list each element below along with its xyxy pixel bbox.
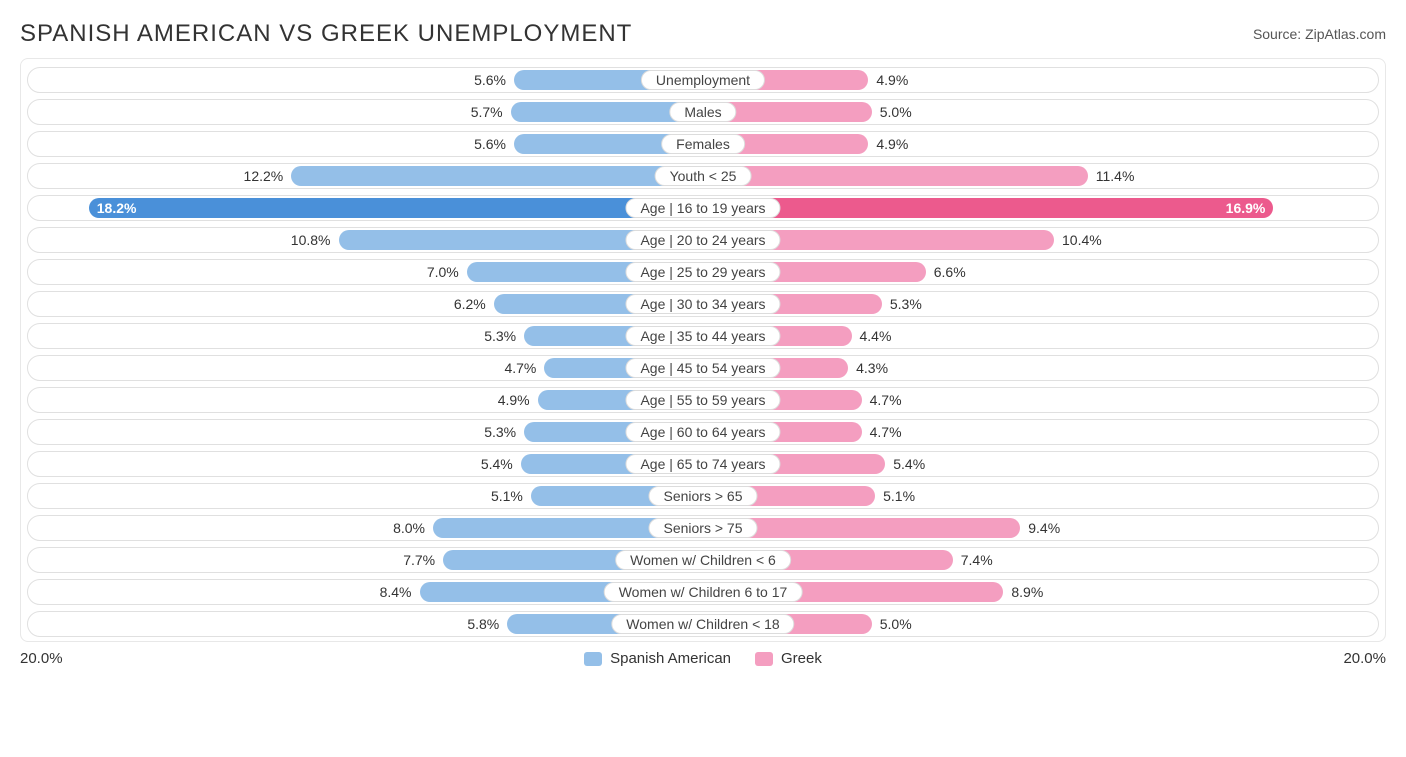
value-right: 5.4% <box>893 456 925 472</box>
chart-row: 5.1% 5.1% Seniors > 65 <box>27 483 1379 509</box>
row-label: Age | 16 to 19 years <box>625 198 780 218</box>
row-label: Age | 25 to 29 years <box>625 262 780 282</box>
value-right: 5.0% <box>880 616 912 632</box>
value-right: 11.4% <box>1096 168 1135 184</box>
row-label: Age | 30 to 34 years <box>625 294 780 314</box>
value-left: 12.2% <box>244 168 284 184</box>
row-label: Age | 20 to 24 years <box>625 230 780 250</box>
value-left: 5.3% <box>484 424 516 440</box>
value-left: 18.2% <box>97 200 137 216</box>
chart-row: 4.7% 4.3% Age | 45 to 54 years <box>27 355 1379 381</box>
source-name: ZipAtlas.com <box>1305 26 1386 42</box>
value-right: 4.9% <box>876 72 908 88</box>
value-left: 8.4% <box>380 584 412 600</box>
value-left: 5.3% <box>484 328 516 344</box>
row-label: Females <box>661 134 745 154</box>
chart-row: 5.8% 5.0% Women w/ Children < 18 <box>27 611 1379 637</box>
row-label: Seniors > 75 <box>649 518 758 538</box>
chart-row: 8.4% 8.9% Women w/ Children 6 to 17 <box>27 579 1379 605</box>
chart-row: 18.2% 16.9% Age | 16 to 19 years <box>27 195 1379 221</box>
legend-swatch-left <box>584 652 602 666</box>
legend-item-right: Greek <box>755 650 822 667</box>
value-left: 4.7% <box>504 360 536 376</box>
chart-rows: 5.6% 4.9% Unemployment 5.7% 5.0% Males 5.6% 4.9… <box>20 58 1386 642</box>
row-label: Youth < 25 <box>655 166 752 186</box>
chart-row: 10.8% 10.4% Age | 20 to 24 years <box>27 227 1379 253</box>
chart-row: 5.7% 5.0% Males <box>27 99 1379 125</box>
value-right: 10.4% <box>1062 232 1102 248</box>
chart-row: 7.0% 6.6% Age | 25 to 29 years <box>27 259 1379 285</box>
legend-item-left: Spanish American <box>584 650 731 667</box>
value-right: 16.9% <box>1226 200 1266 216</box>
value-left: 7.0% <box>427 264 459 280</box>
chart-row: 5.3% 4.7% Age | 60 to 64 years <box>27 419 1379 445</box>
value-left: 6.2% <box>454 296 486 312</box>
chart-title: SPANISH AMERICAN VS GREEK UNEMPLOYMENT <box>20 20 632 48</box>
value-left: 5.4% <box>481 456 513 472</box>
chart-row: 6.2% 5.3% Age | 30 to 34 years <box>27 291 1379 317</box>
chart-row: 12.2% 11.4% Youth < 25 <box>27 163 1379 189</box>
value-right: 5.3% <box>890 296 922 312</box>
row-label: Age | 65 to 74 years <box>625 454 780 474</box>
bar-right: 16.9% <box>703 198 1273 218</box>
chart-row: 4.9% 4.7% Age | 55 to 59 years <box>27 387 1379 413</box>
chart-row: 7.7% 7.4% Women w/ Children < 6 <box>27 547 1379 573</box>
value-right: 4.7% <box>870 424 902 440</box>
value-left: 5.1% <box>491 488 523 504</box>
axis-left-max: 20.0% <box>20 650 63 667</box>
value-left: 10.8% <box>291 232 331 248</box>
chart-source: Source: ZipAtlas.com <box>1253 26 1386 42</box>
chart-row: 5.6% 4.9% Unemployment <box>27 67 1379 93</box>
value-right: 6.6% <box>934 264 966 280</box>
row-label: Age | 45 to 54 years <box>625 358 780 378</box>
chart-row: 5.4% 5.4% Age | 65 to 74 years <box>27 451 1379 477</box>
value-right: 8.9% <box>1011 584 1043 600</box>
row-label: Age | 55 to 59 years <box>625 390 780 410</box>
row-label: Age | 35 to 44 years <box>625 326 780 346</box>
source-label: Source: <box>1253 26 1301 42</box>
value-left: 4.9% <box>498 392 530 408</box>
value-left: 5.7% <box>471 104 503 120</box>
value-right: 4.9% <box>876 136 908 152</box>
value-right: 4.4% <box>860 328 892 344</box>
legend-label-left: Spanish American <box>610 650 731 667</box>
chart-legend: Spanish American Greek <box>584 650 822 667</box>
legend-label-right: Greek <box>781 650 822 667</box>
value-left: 5.6% <box>474 72 506 88</box>
legend-swatch-right <box>755 652 773 666</box>
row-label: Males <box>669 102 736 122</box>
bar-right <box>703 166 1088 186</box>
value-left: 5.6% <box>474 136 506 152</box>
value-right: 7.4% <box>961 552 993 568</box>
value-right: 4.7% <box>870 392 902 408</box>
value-right: 9.4% <box>1028 520 1060 536</box>
value-right: 4.3% <box>856 360 888 376</box>
chart-container: SPANISH AMERICAN VS GREEK UNEMPLOYMENT S… <box>20 20 1386 667</box>
row-label: Seniors > 65 <box>649 486 758 506</box>
value-left: 7.7% <box>403 552 435 568</box>
row-label: Women w/ Children < 6 <box>615 550 791 570</box>
value-left: 5.8% <box>467 616 499 632</box>
chart-row: 5.3% 4.4% Age | 35 to 44 years <box>27 323 1379 349</box>
row-label: Women w/ Children < 18 <box>611 614 794 634</box>
row-label: Unemployment <box>641 70 765 90</box>
value-left: 8.0% <box>393 520 425 536</box>
value-right: 5.1% <box>883 488 915 504</box>
chart-row: 5.6% 4.9% Females <box>27 131 1379 157</box>
chart-header: SPANISH AMERICAN VS GREEK UNEMPLOYMENT S… <box>20 20 1386 48</box>
row-label: Women w/ Children 6 to 17 <box>604 582 803 602</box>
bar-left <box>291 166 703 186</box>
row-label: Age | 60 to 64 years <box>625 422 780 442</box>
axis-right-max: 20.0% <box>1343 650 1386 667</box>
chart-axis: 20.0% Spanish American Greek 20.0% <box>20 650 1386 667</box>
bar-left: 18.2% <box>89 198 703 218</box>
chart-row: 8.0% 9.4% Seniors > 75 <box>27 515 1379 541</box>
value-right: 5.0% <box>880 104 912 120</box>
